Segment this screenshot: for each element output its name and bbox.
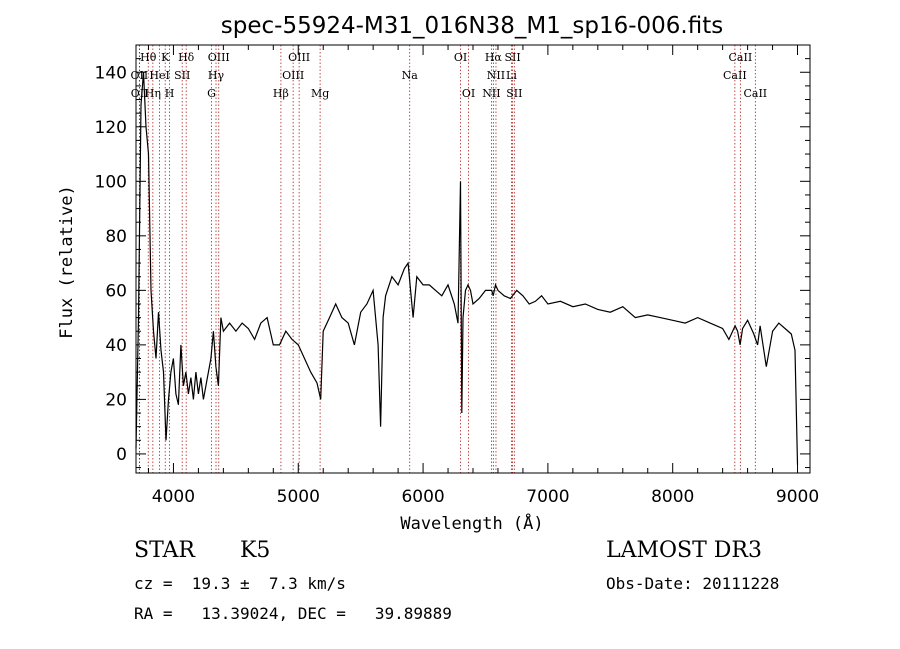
y-tick-label: 100: [95, 172, 127, 192]
redshift-cz: cz = 19.3 ± 7.3 km/s: [134, 574, 346, 593]
x-axis-label: Wavelength (Å): [400, 512, 543, 534]
observation-date: Obs-Date: 20111228: [606, 574, 780, 593]
x-tick-label: 6000: [401, 487, 444, 507]
line-label: OI: [462, 87, 475, 100]
x-axis: 4000 5000 6000 7000 8000 9000: [147, 45, 819, 507]
y-axis: 0 20 40 60 80 100 120 140: [95, 44, 810, 469]
y-tick-label: 140: [95, 63, 127, 83]
line-label: H: [165, 87, 175, 100]
line-label: Hδ: [178, 51, 195, 64]
y-tick-label: 0: [116, 445, 127, 465]
line-label: OIII: [288, 51, 310, 64]
plot-frame: [135, 44, 811, 474]
line-label: SII: [506, 87, 522, 100]
line-label: OII: [131, 69, 149, 82]
line-label: OIII: [282, 69, 304, 82]
line-label: G: [207, 87, 216, 100]
line-label: Hγ: [208, 69, 225, 82]
survey-name: LAMOST DR3: [606, 538, 762, 563]
line-label: Na: [402, 69, 419, 82]
y-tick-label: 40: [105, 336, 127, 356]
x-tick-label: 9000: [776, 487, 819, 507]
line-label: Mg: [311, 87, 329, 100]
line-label: CaII: [723, 69, 747, 82]
y-tick-label: 80: [105, 227, 127, 247]
y-tick-label: 120: [95, 118, 127, 138]
line-label: SII: [504, 51, 520, 64]
x-tick-label: 5000: [277, 487, 320, 507]
object-subclass: K5: [240, 538, 271, 563]
chart-title: spec-55924-M31_016N38_M1_sp16-006.fits: [221, 13, 723, 39]
y-axis-label: Flux (relative): [57, 185, 77, 339]
object-class: STAR: [134, 538, 195, 563]
line-label: HeI: [149, 69, 169, 82]
line-label: CaII: [743, 87, 767, 100]
coordinates: RA = 13.39024, DEC = 39.89889: [134, 604, 452, 623]
line-label: Hα: [485, 51, 503, 64]
line-label: OIII: [208, 51, 230, 64]
y-tick-label: 20: [105, 390, 127, 410]
line-label: SII: [174, 69, 190, 82]
line-label: OI: [454, 51, 467, 64]
x-tick-label: 7000: [526, 487, 569, 507]
x-tick-label: 8000: [651, 487, 694, 507]
spectrum-line: [135, 72, 799, 465]
line-label: Hθ: [140, 51, 157, 64]
line-label: K: [161, 51, 170, 64]
y-tick-label: 60: [105, 281, 127, 301]
line-label: CaII: [729, 51, 753, 64]
x-tick-label: 4000: [152, 487, 195, 507]
line-label: NII: [482, 87, 500, 100]
line-label: Hη: [145, 87, 161, 100]
line-label: Li: [506, 69, 517, 82]
line-label: Hβ: [273, 87, 289, 100]
line-label: NII: [487, 69, 505, 82]
line-markers: [138, 45, 756, 473]
